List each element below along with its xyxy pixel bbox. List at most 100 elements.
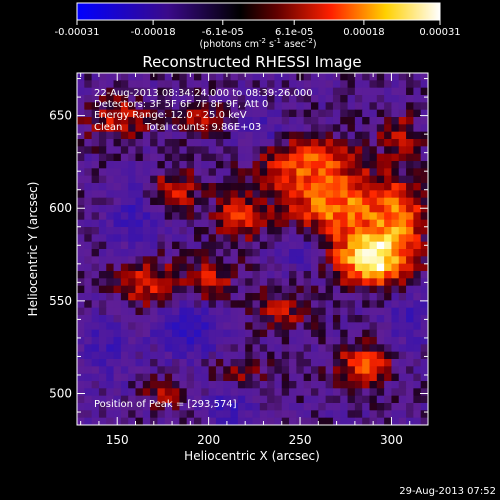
heatmap-cell [120,256,129,265]
heatmap-cell [245,417,254,425]
heatmap-cell [281,197,290,206]
heatmap-cell [106,73,115,81]
heatmap-cell [194,168,202,177]
heatmap-cell [406,263,414,272]
heatmap-cell [91,109,100,118]
colorbar-tick-label: 0.00018 [343,27,384,38]
heatmap-cell [201,241,210,250]
heatmap-cell [172,344,180,353]
heatmap-cell [194,109,202,118]
heatmap-cell [332,337,341,345]
heatmap-cell [77,344,85,353]
heatmap-cell [413,212,422,221]
heatmap-cell [391,395,400,404]
heatmap-cell [289,329,297,338]
heatmap-cell [398,161,407,169]
heatmap-cell [332,87,341,96]
heatmap-cell [223,329,232,338]
heatmap-cell [245,95,254,103]
heatmap-cell [325,307,334,316]
heatmap-cell [194,366,202,375]
heatmap-cell [347,205,356,213]
heatmap-cell [347,278,356,287]
heatmap-cell [201,373,210,382]
heatmap-cell [354,80,363,89]
heatmap-cell [208,410,217,419]
heatmap-cell [194,344,202,353]
heatmap-cell [172,131,180,140]
heatmap-cell [296,205,305,213]
heatmap-cell [113,205,122,213]
heatmap-cell [77,256,85,265]
heatmap-cell [194,153,202,162]
heatmap-cell [376,263,385,272]
heatmap-cell [237,329,246,338]
heatmap-cell [223,271,232,279]
heatmap-cell [398,359,407,367]
heatmap-cell [91,234,100,243]
heatmap-cell [150,300,159,309]
heatmap-cell [391,73,400,81]
heatmap-cell [113,109,122,118]
heatmap-cell [340,227,349,235]
heatmap-cell [106,293,115,301]
heatmap-cell [332,168,341,177]
heatmap-cell [391,139,400,147]
heatmap-cell [267,95,276,103]
heatmap-cell [194,87,202,96]
heatmap-cell [84,219,93,228]
heatmap-cell [391,293,400,301]
heatmap-cell [267,417,276,425]
heatmap-cell [135,234,144,243]
heatmap-cell [150,212,159,221]
heatmap-cell [318,168,327,177]
heatmap-cell [413,168,422,177]
heatmap-cell [376,146,385,155]
heatmap-cell [252,329,261,338]
heatmap-cell [142,197,151,206]
heatmap-cell [150,117,159,125]
heatmap-cell [391,322,400,331]
heatmap-cell [318,366,327,375]
heatmap-cell [340,234,349,243]
heatmap-cell [113,190,122,199]
heatmap-cell [186,95,195,103]
heatmap-cell [318,131,327,140]
heatmap-cell [332,95,341,103]
heatmap-cell [157,344,166,353]
heatmap-cell [215,395,224,404]
heatmap-cell [303,329,312,338]
heatmap-cell [172,227,180,235]
heatmap-cell [84,344,93,353]
heatmap-cell [259,117,268,125]
heatmap-cell [267,388,276,397]
heatmap-cell [267,403,276,411]
heatmap-cell [157,146,166,155]
heatmap-cell [84,410,93,419]
heatmap-cell [274,359,283,367]
heatmap-cell [354,102,363,111]
heatmap-cell [135,344,144,353]
heatmap-cell [215,87,224,96]
heatmap-cell [120,285,129,294]
annotation-total-counts: Total counts: 9.86E+03 [144,122,261,133]
heatmap-cell [179,388,188,397]
heatmap-cell [164,293,173,301]
heatmap-cell [135,190,144,199]
heatmap-cell [303,249,312,257]
heatmap-cell [142,373,151,382]
heatmap-cell [267,87,276,96]
heatmap-cell [259,373,268,382]
heatmap-cell [150,388,159,397]
heatmap-cell [208,249,217,257]
heatmap-cell [106,234,115,243]
heatmap-cell [296,329,305,338]
heatmap-cell [208,271,217,279]
heatmap-cell [281,190,290,199]
heatmap-cell [413,359,422,367]
heatmap-cell [135,271,144,279]
heatmap-cell [347,403,356,411]
heatmap-cell [223,102,232,111]
heatmap-cell [135,153,144,162]
heatmap-cell [179,146,188,155]
